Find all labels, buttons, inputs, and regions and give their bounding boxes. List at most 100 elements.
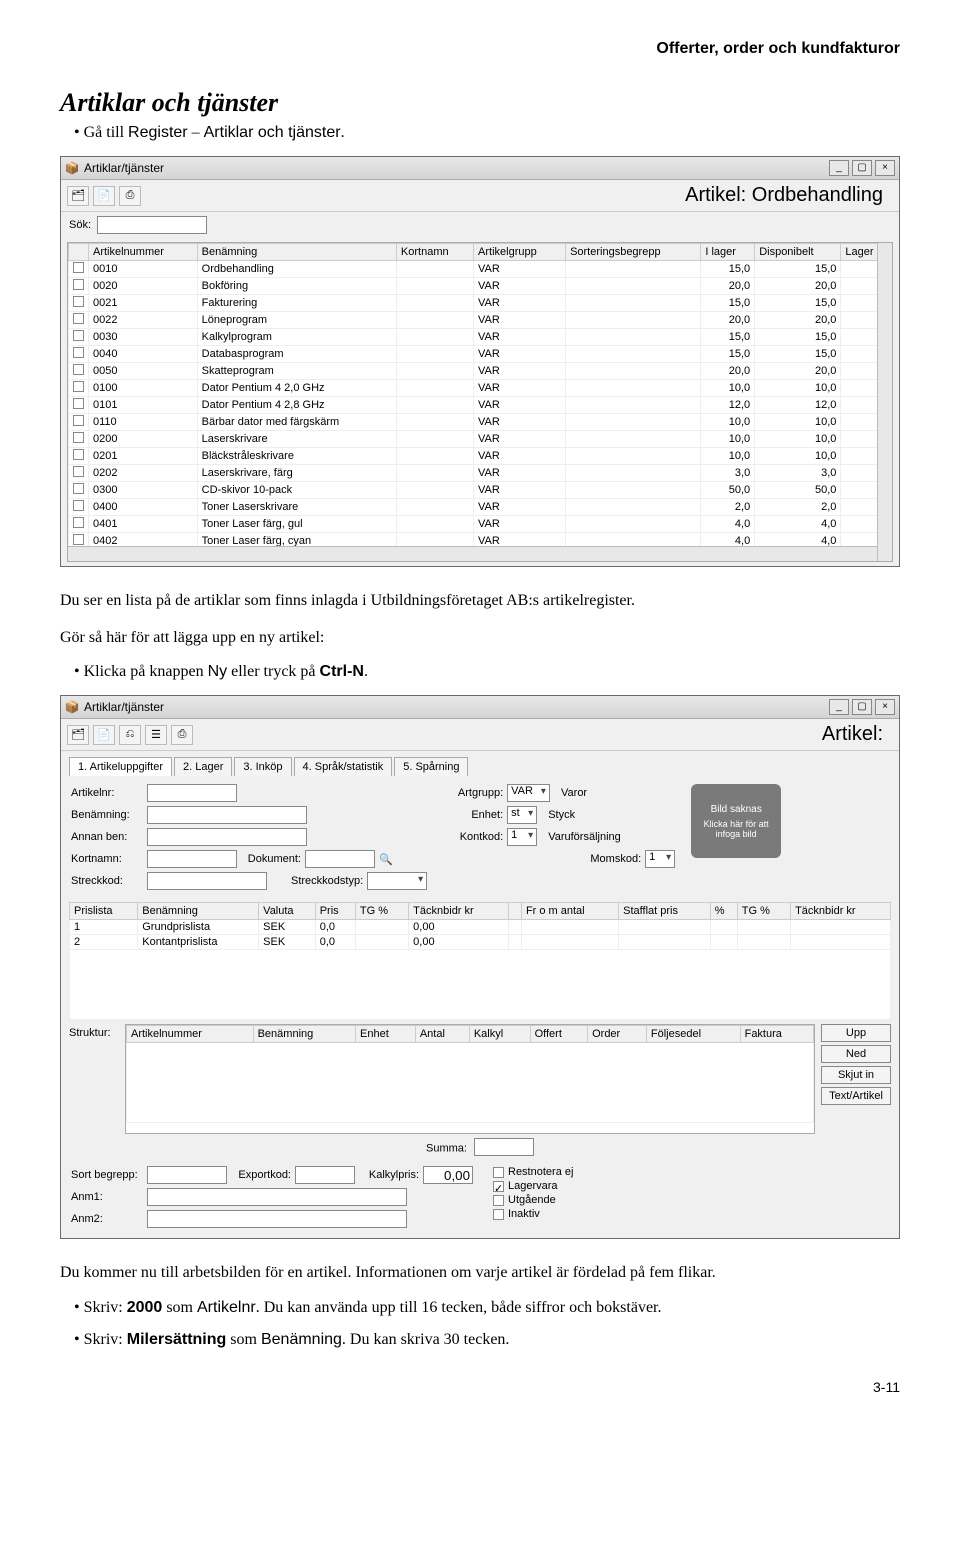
row-checkbox[interactable] [73, 381, 84, 392]
row-checkbox[interactable] [73, 313, 84, 324]
row-checkbox[interactable] [73, 262, 84, 273]
column-header[interactable]: Sorteringsbegrepp [566, 244, 701, 261]
toolbar-btn-1[interactable]: 🗂 [67, 186, 89, 206]
column-header[interactable]: Kalkyl [469, 1026, 530, 1043]
tab-1[interactable]: 1. Artikeluppgifter [69, 757, 172, 776]
column-header[interactable]: Stafflat pris [619, 903, 711, 920]
row-checkbox[interactable] [73, 347, 84, 358]
row-checkbox[interactable] [73, 483, 84, 494]
row-checkbox[interactable] [73, 279, 84, 290]
column-header[interactable]: Följesedel [646, 1026, 740, 1043]
search-input[interactable] [97, 216, 207, 234]
column-header[interactable]: Artikelgrupp [474, 244, 566, 261]
table-row[interactable]: 0040DatabasprogramVAR15,015,0 [69, 346, 892, 363]
column-header[interactable] [509, 903, 522, 920]
toolbar-btn-3[interactable]: ⎌ [119, 725, 141, 745]
table-row[interactable]: 1GrundprislistaSEK0,00,00 [70, 920, 891, 935]
dd-artgrupp[interactable]: VAR [507, 784, 550, 802]
table-row[interactable]: 0100Dator Pentium 4 2,0 GHzVAR10,010,0 [69, 380, 892, 397]
input-annanben[interactable] [147, 828, 307, 846]
column-header[interactable]: % [710, 903, 737, 920]
side-button[interactable]: Text/Artikel [821, 1087, 891, 1105]
table-row[interactable]: 0022LöneprogramVAR20,020,0 [69, 312, 892, 329]
table-row[interactable]: 0050SkatteprogramVAR20,020,0 [69, 363, 892, 380]
input-anm1[interactable] [147, 1188, 407, 1206]
row-checkbox[interactable] [73, 466, 84, 477]
table-row[interactable]: 0021FaktureringVAR15,015,0 [69, 295, 892, 312]
close-button[interactable]: × [875, 160, 895, 176]
row-checkbox[interactable] [73, 534, 84, 545]
column-header[interactable]: Disponibelt [755, 244, 841, 261]
column-header[interactable]: TG % [737, 903, 790, 920]
titlebar[interactable]: 📦 Artiklar/tjänster _ ▢ × [61, 157, 899, 180]
input-sortbegrepp[interactable] [147, 1166, 227, 1184]
table-row[interactable]: 0010OrdbehandlingVAR15,015,0 [69, 261, 892, 278]
tab-2[interactable]: 2. Lager [174, 757, 232, 776]
tab-4[interactable]: 4. Språk/statistik [294, 757, 393, 776]
row-checkbox[interactable] [73, 415, 84, 426]
column-header[interactable]: Faktura [740, 1026, 813, 1043]
struktur-grid[interactable]: ArtikelnummerBenämningEnhetAntalKalkylOf… [125, 1024, 815, 1134]
row-checkbox[interactable] [73, 398, 84, 409]
table-row[interactable]: 0201BläckstråleskrivareVAR10,010,0 [69, 448, 892, 465]
minimize-button[interactable]: _ [829, 160, 849, 176]
row-checkbox[interactable] [73, 517, 84, 528]
row-checkbox[interactable] [73, 449, 84, 460]
column-header[interactable]: TG % [355, 903, 408, 920]
input-benamning[interactable] [147, 806, 307, 824]
column-header[interactable]: Artikelnummer [127, 1026, 254, 1043]
column-header[interactable]: Enhet [356, 1026, 416, 1043]
dd-streckkodstyp[interactable] [367, 872, 427, 890]
toolbar-btn-1[interactable]: 🗂 [67, 725, 89, 745]
row-checkbox[interactable] [73, 432, 84, 443]
cb-lagervara[interactable]: ✓ [493, 1181, 504, 1192]
vertical-scrollbar[interactable] [877, 243, 892, 561]
article-grid[interactable]: ArtikelnummerBenämningKortnamnArtikelgru… [68, 243, 892, 562]
row-checkbox[interactable] [73, 364, 84, 375]
minimize-button[interactable]: _ [829, 699, 849, 715]
column-header[interactable]: Täcknbidr kr [409, 903, 509, 920]
input-kalkylpris[interactable] [423, 1166, 473, 1184]
column-header[interactable]: Fr o m antal [521, 903, 618, 920]
column-header[interactable]: Kortnamn [396, 244, 473, 261]
row-checkbox[interactable] [73, 330, 84, 341]
column-header[interactable]: Artikelnummer [89, 244, 198, 261]
toolbar-btn-5[interactable]: ⎙ [171, 725, 193, 745]
browse-icon[interactable]: 🔍 [379, 853, 393, 866]
tab-5[interactable]: 5. Spårning [394, 757, 468, 776]
table-row[interactable]: 0110Bärbar dator med färgskärmVAR10,010,… [69, 414, 892, 431]
column-header[interactable]: Prislista [70, 903, 138, 920]
column-header[interactable]: Offert [530, 1026, 588, 1043]
table-row[interactable]: 0030KalkylprogramVAR15,015,0 [69, 329, 892, 346]
cb-inaktiv[interactable] [493, 1209, 504, 1220]
maximize-button[interactable]: ▢ [852, 160, 872, 176]
table-row[interactable]: 0200LaserskrivareVAR10,010,0 [69, 431, 892, 448]
side-button[interactable]: Upp [821, 1024, 891, 1042]
column-header[interactable]: Antal [415, 1026, 469, 1043]
input-streckkod[interactable] [147, 872, 267, 890]
toolbar-btn-2[interactable]: 📄 [93, 186, 115, 206]
column-header[interactable]: Order [588, 1026, 647, 1043]
side-button[interactable]: Skjut in [821, 1066, 891, 1084]
table-row[interactable]: 0400Toner LaserskrivareVAR2,02,0 [69, 499, 892, 516]
tab-3[interactable]: 3. Inköp [234, 757, 291, 776]
table-row[interactable]: 0202Laserskrivare, färgVAR3,03,0 [69, 465, 892, 482]
table-row[interactable]: 0020BokföringVAR20,020,0 [69, 278, 892, 295]
column-header[interactable]: Benämning [138, 903, 259, 920]
row-checkbox[interactable] [73, 500, 84, 511]
toolbar-btn-3[interactable]: ⎙ [119, 186, 141, 206]
side-button[interactable]: Ned [821, 1045, 891, 1063]
dd-kontkod[interactable]: 1 [507, 828, 537, 846]
column-header[interactable]: Täcknbidr kr [791, 903, 891, 920]
table-row[interactable]: 0300CD-skivor 10-packVAR50,050,0 [69, 482, 892, 499]
maximize-button[interactable]: ▢ [852, 699, 872, 715]
close-button[interactable]: × [875, 699, 895, 715]
dd-enhet[interactable]: st [507, 806, 537, 824]
column-header[interactable]: Benämning [253, 1026, 355, 1043]
input-kortnamn[interactable] [147, 850, 237, 868]
horizontal-scrollbar[interactable] [68, 546, 877, 561]
input-artikelnr[interactable] [147, 784, 237, 802]
image-placeholder[interactable]: Bild saknas Klicka här för att infoga bi… [691, 784, 781, 858]
input-anm2[interactable] [147, 1210, 407, 1228]
titlebar[interactable]: 📦 Artiklar/tjänster _ ▢ × [61, 696, 899, 719]
